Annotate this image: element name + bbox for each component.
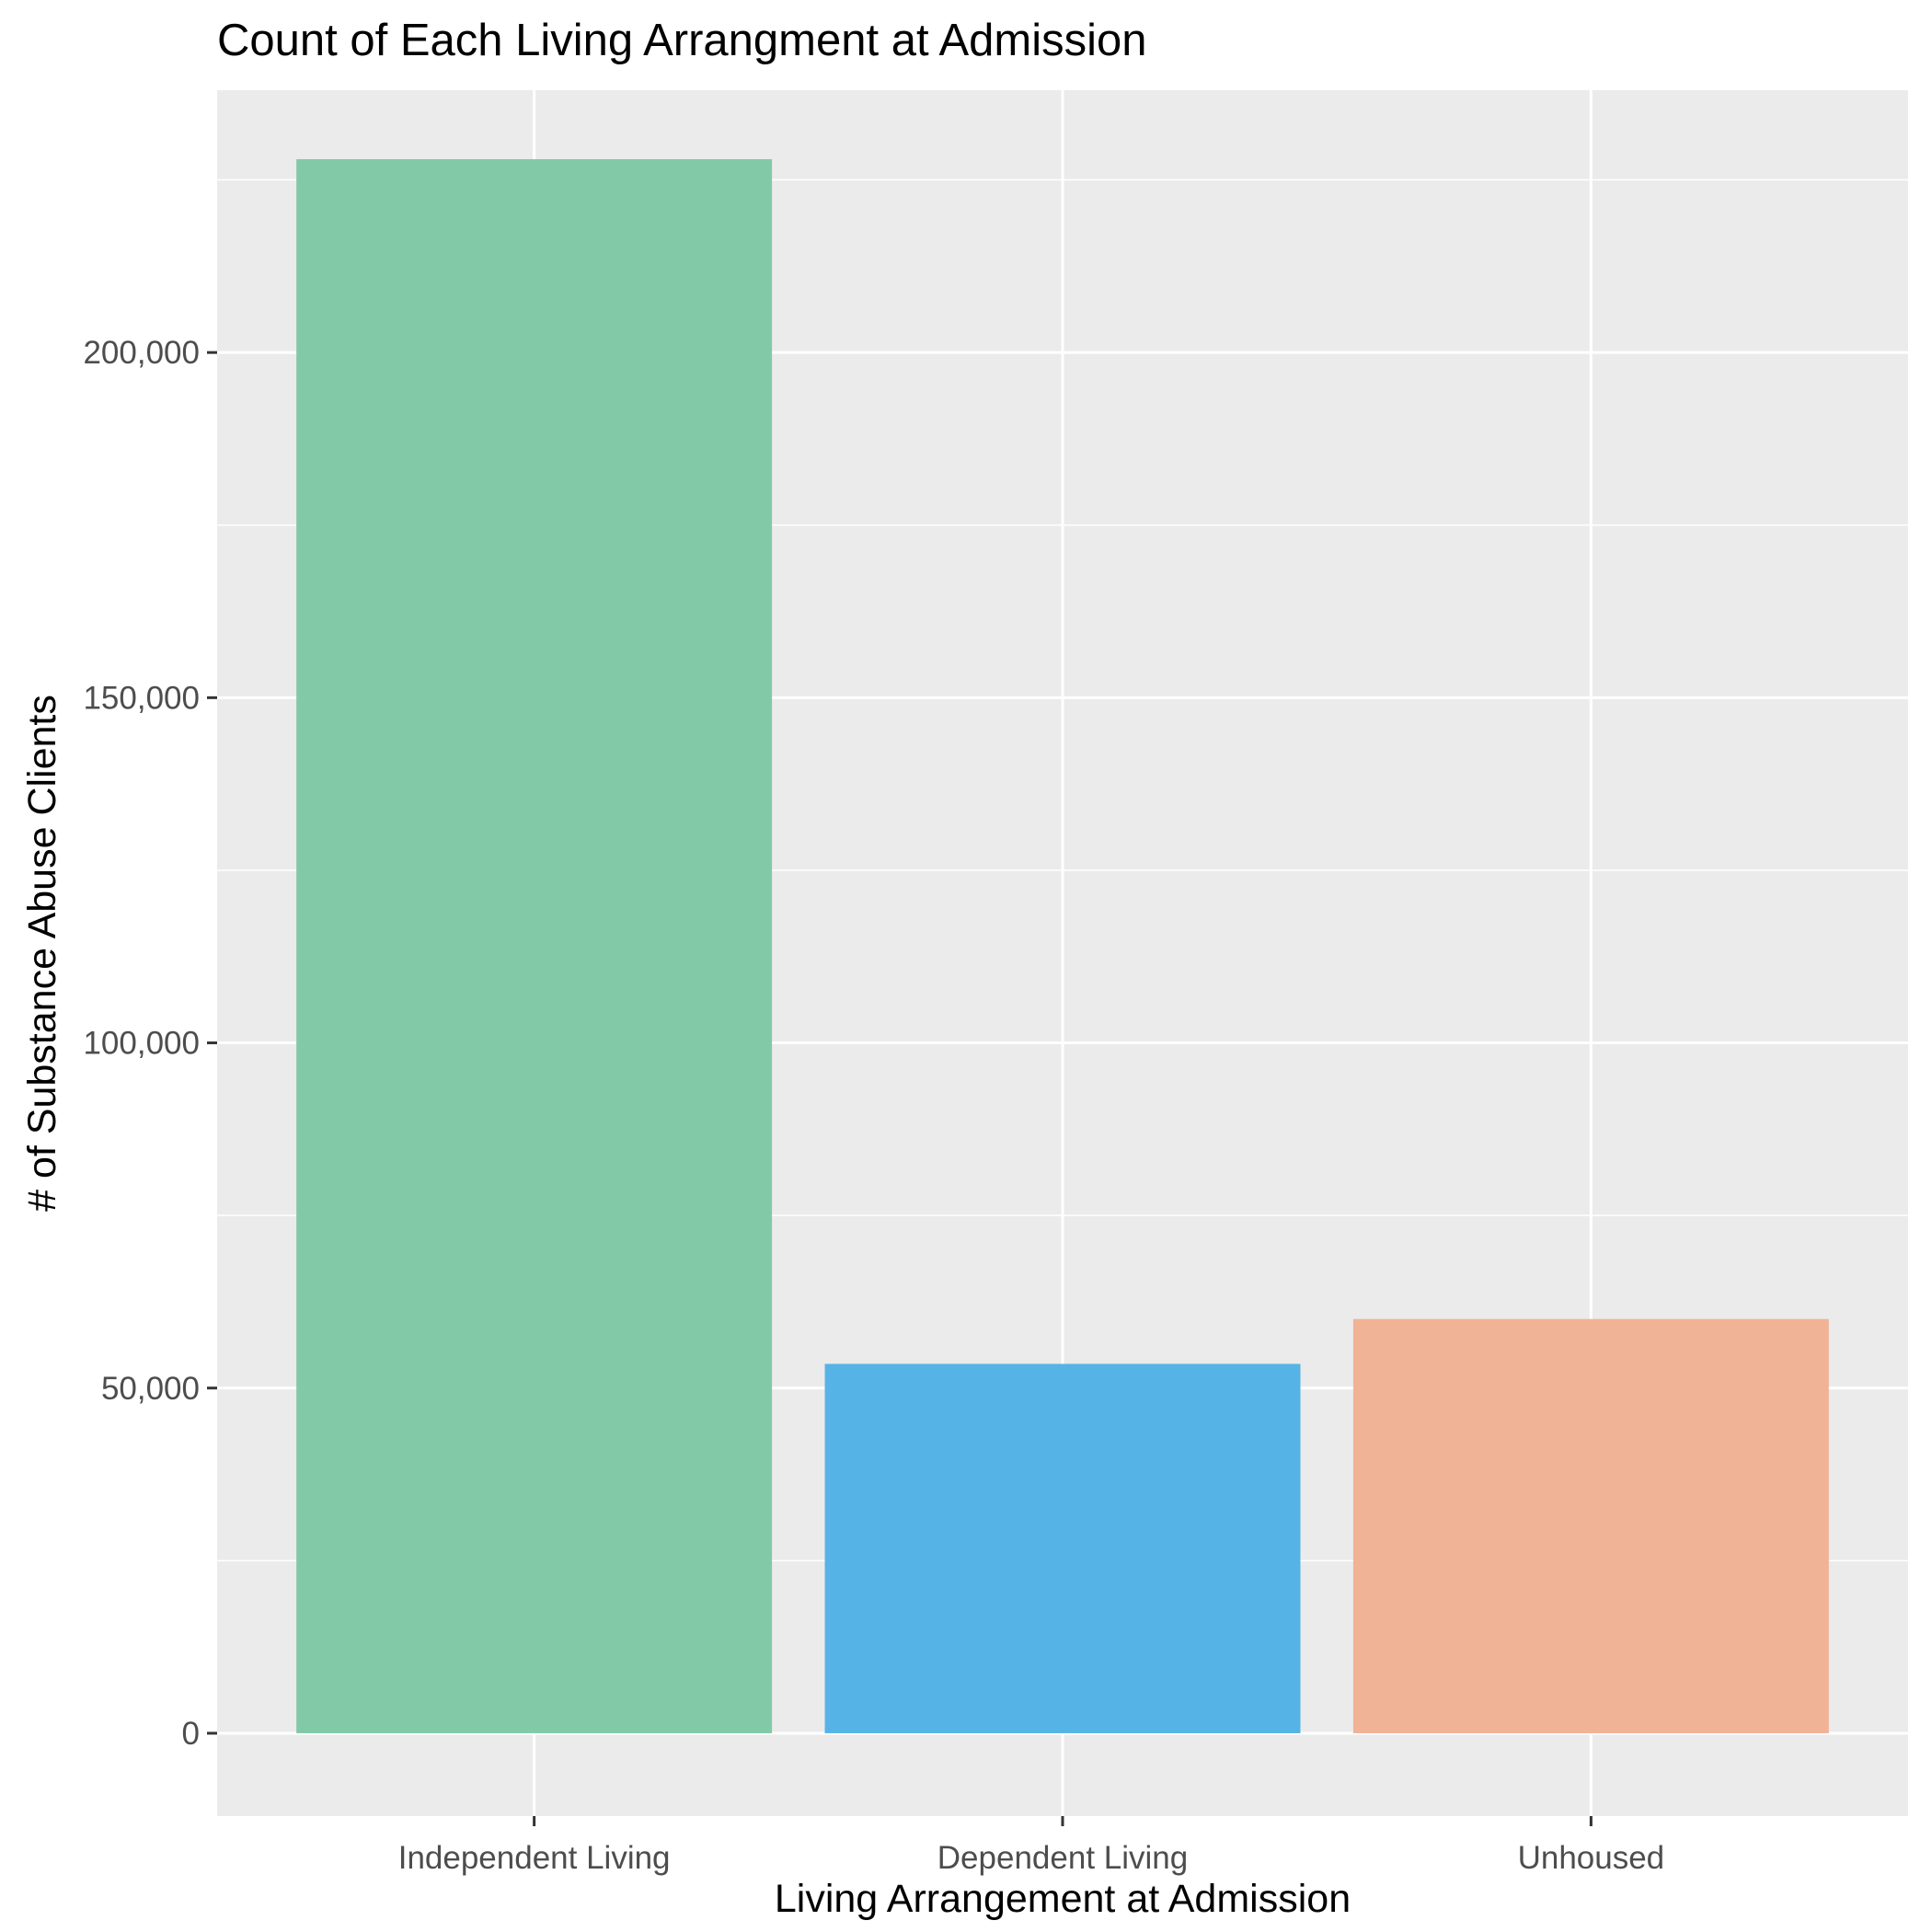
- x-tick-label: Dependent Living: [937, 1840, 1188, 1876]
- x-tick-label: Independent Living: [398, 1840, 671, 1876]
- y-tick-label: 150,000: [83, 680, 200, 716]
- x-tick-label: Unhoused: [1518, 1840, 1665, 1876]
- bar-dependent-living: [824, 1363, 1301, 1733]
- y-tick-label: 200,000: [83, 335, 200, 371]
- bars: [296, 159, 1829, 1733]
- y-tick-label: 100,000: [83, 1026, 200, 1062]
- x-axis: Independent Living Dependent Living Unhous…: [398, 1816, 1664, 1876]
- y-tick-label: 0: [182, 1716, 200, 1752]
- bar-unhoused: [1352, 1318, 1829, 1733]
- bar-independent-living: [296, 159, 773, 1733]
- y-axis-title: # of Substance Abuse Clients: [20, 695, 64, 1212]
- y-axis: 0 50,000 100,000 150,000 200,000: [83, 335, 217, 1752]
- x-axis-title: Living Arrangement at Admission: [775, 1877, 1351, 1921]
- chart-title: Count of Each Living Arrangment at Admis…: [217, 16, 1147, 65]
- y-tick-label: 50,000: [101, 1371, 200, 1407]
